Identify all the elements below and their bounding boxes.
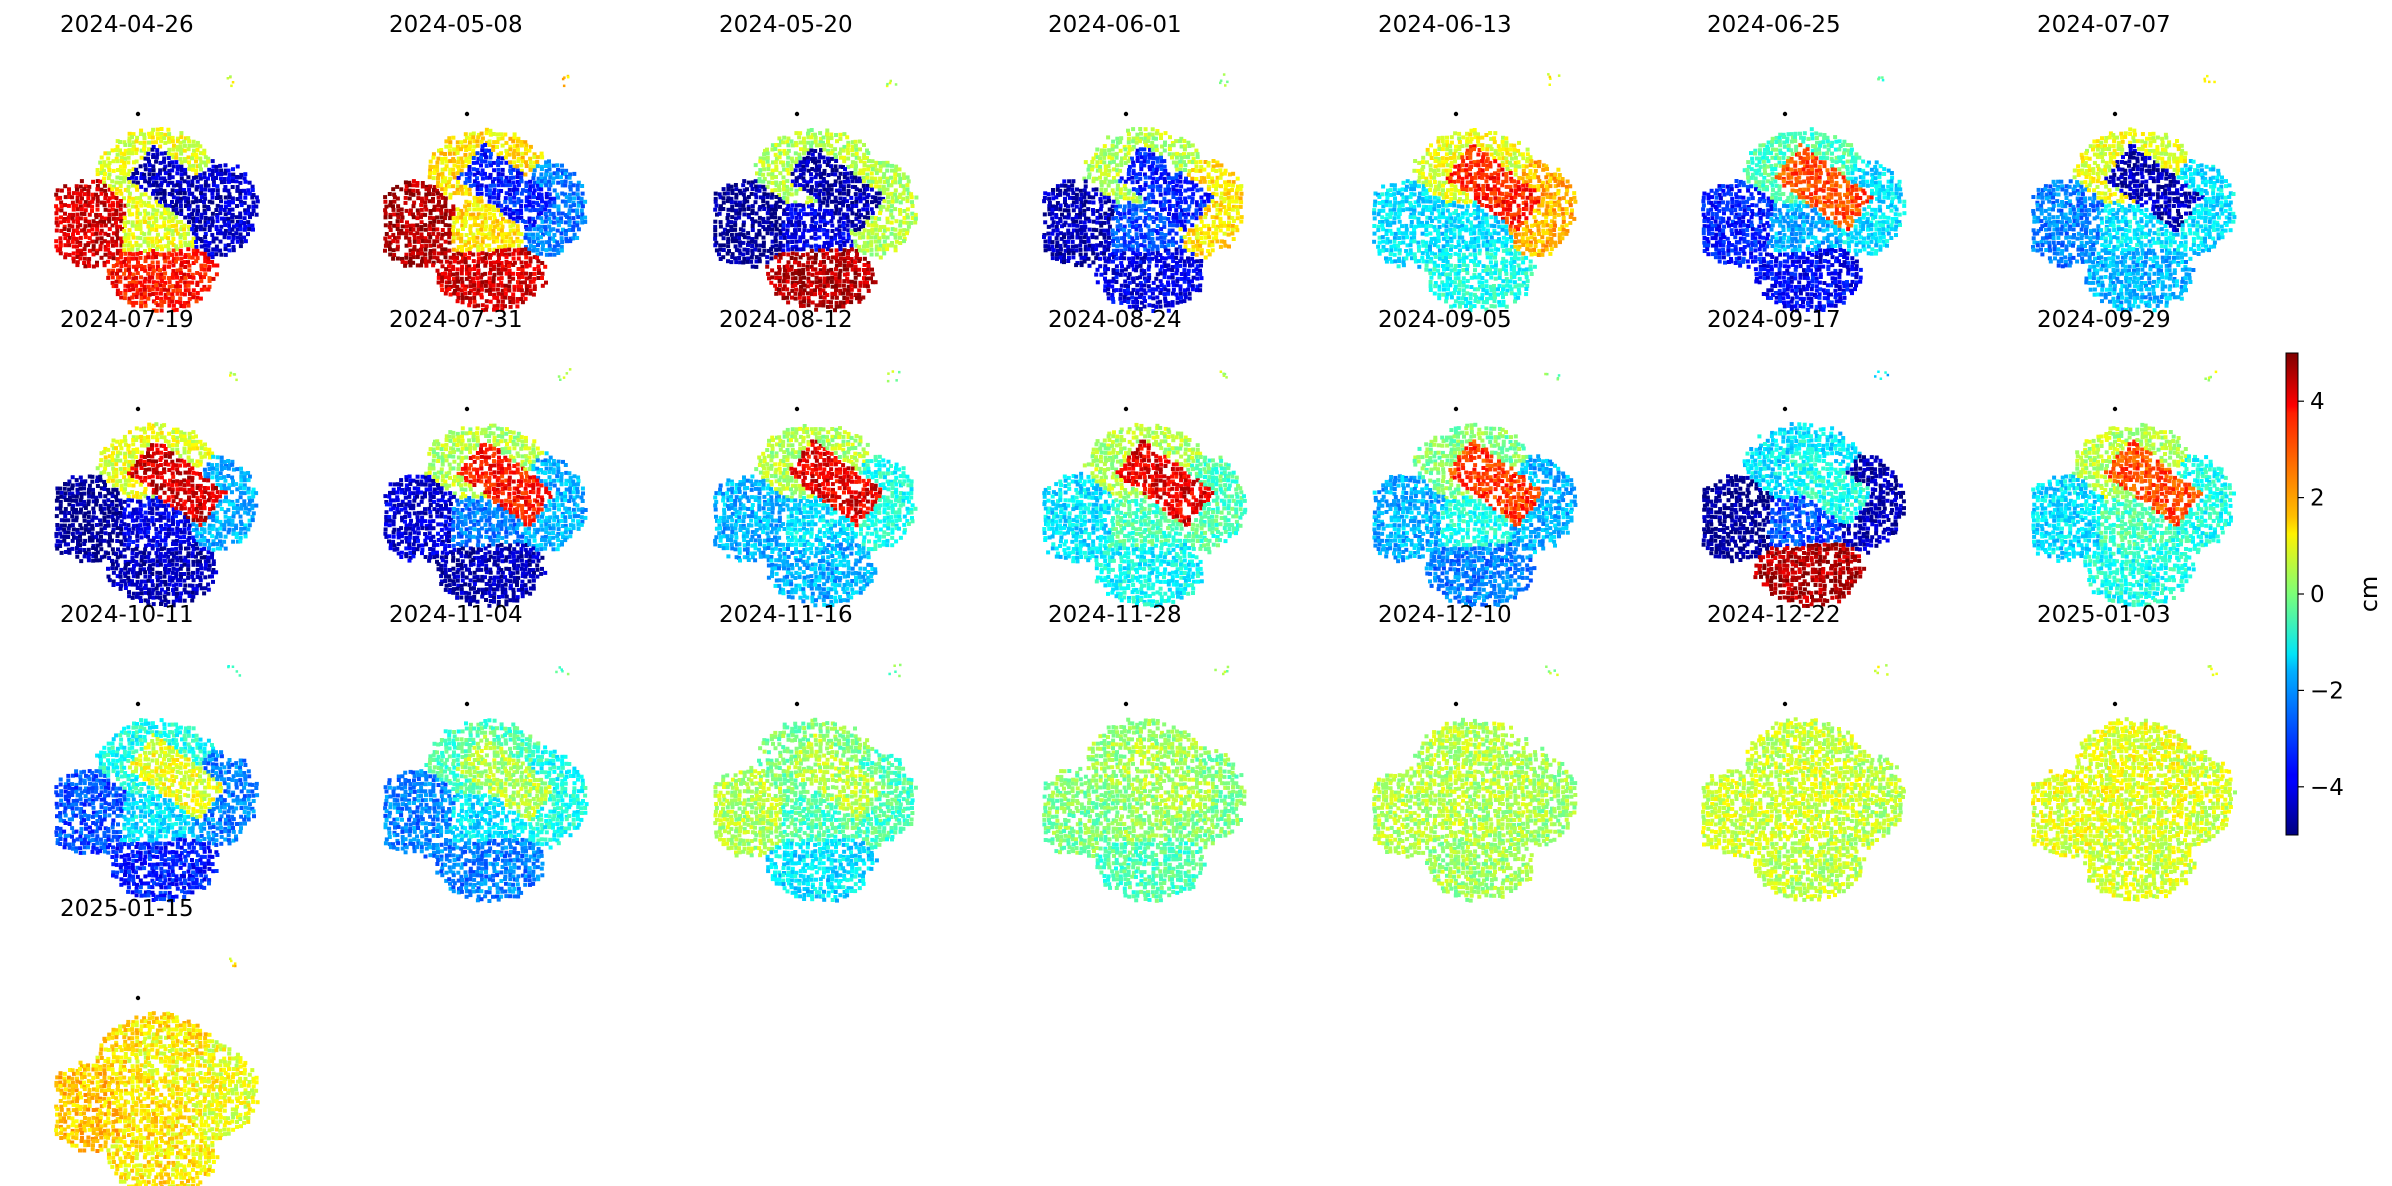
- displacement-map: [383, 368, 587, 608]
- panel-2024-07-07: 2024-07-07: [2031, 12, 2236, 312]
- displacement-map: [1701, 76, 1906, 312]
- colorbar-tick-label: −2: [2310, 678, 2344, 704]
- panel-2024-11-28: 2024-11-28: [1042, 602, 1246, 903]
- panel-2024-12-22: 2024-12-22: [1701, 602, 1906, 902]
- displacement-map: [2031, 75, 2236, 312]
- panel-2024-11-16: 2024-11-16: [713, 602, 918, 903]
- panel-2024-09-29: 2024-09-29: [2031, 307, 2236, 607]
- reference-point-marker: [136, 112, 140, 116]
- panel-title: 2024-09-29: [2037, 307, 2171, 333]
- panel-title: 2024-06-25: [1707, 12, 1841, 38]
- reference-point-marker: [1124, 702, 1128, 706]
- panel-title: 2024-04-26: [60, 12, 194, 38]
- panel-title: 2024-07-19: [60, 307, 194, 333]
- displacement-map: [1701, 664, 1906, 902]
- displacement-map: [54, 75, 260, 312]
- reference-point-marker: [465, 702, 469, 706]
- reference-point-marker: [795, 702, 799, 706]
- reference-point-marker: [1124, 112, 1128, 116]
- panel-2024-12-10: 2024-12-10: [1372, 602, 1577, 903]
- panel-2024-05-08: 2024-05-08: [383, 12, 587, 312]
- reference-point-marker: [2113, 702, 2117, 706]
- panel-2025-01-15: 2025-01-15: [54, 896, 260, 1186]
- displacement-map: [1702, 371, 1906, 609]
- colorbar-gradient: [2286, 353, 2298, 835]
- displacement-map: [54, 665, 259, 902]
- panel-title: 2025-01-03: [2037, 602, 2171, 628]
- panel-title: 2024-11-04: [389, 602, 523, 628]
- panel-2024-07-19: 2024-07-19: [54, 307, 258, 607]
- panel-title: 2024-07-07: [2037, 12, 2171, 38]
- panel-title: 2024-06-01: [1048, 12, 1182, 38]
- displacement-map: [1372, 373, 1577, 607]
- colorbar-tick-label: 2: [2310, 486, 2325, 512]
- panel-title: 2024-12-22: [1707, 602, 1841, 628]
- displacement-map: [2031, 371, 2236, 607]
- displacement-map: [383, 75, 587, 312]
- panel-2024-06-25: 2024-06-25: [1701, 12, 1906, 313]
- displacement-map: [54, 958, 260, 1186]
- panel-2024-05-20: 2024-05-20: [713, 12, 918, 312]
- panel-title: 2024-05-08: [389, 12, 523, 38]
- panel-2024-08-12: 2024-08-12: [713, 307, 917, 608]
- reference-point-marker: [1454, 407, 1458, 411]
- displacement-map: [54, 372, 258, 608]
- displacement-map: [713, 664, 918, 903]
- reference-point-marker: [795, 112, 799, 116]
- panel-2024-10-11: 2024-10-11: [54, 602, 259, 902]
- panel-2024-09-05: 2024-09-05: [1372, 307, 1577, 607]
- displacement-map: [383, 666, 588, 903]
- panel-2024-08-24: 2024-08-24: [1042, 307, 1247, 608]
- panel-title: 2024-12-10: [1378, 602, 1512, 628]
- reference-point-marker: [465, 407, 469, 411]
- colorbar-tick-label: −4: [2310, 775, 2344, 801]
- panel-2024-06-13: 2024-06-13: [1372, 12, 1577, 312]
- reference-point-marker: [1783, 702, 1787, 706]
- reference-point-marker: [1783, 407, 1787, 411]
- panels-grid: 2024-04-26 2024-05-08 2024-05-20 2024-06-01…: [54, 12, 2237, 1186]
- reference-point-marker: [136, 996, 140, 1000]
- reference-point-marker: [2113, 112, 2117, 116]
- displacement-map: [1372, 666, 1577, 903]
- panel-2024-11-04: 2024-11-04: [383, 602, 588, 903]
- reference-point-marker: [136, 407, 140, 411]
- reference-point-marker: [1454, 112, 1458, 116]
- panel-title: 2024-11-28: [1048, 602, 1182, 628]
- reference-point-marker: [1783, 112, 1787, 116]
- panel-title: 2025-01-15: [60, 896, 194, 922]
- panel-title: 2024-10-11: [60, 602, 194, 628]
- displacement-map: [713, 80, 918, 313]
- colorbar-label: cm: [2355, 576, 2383, 613]
- reference-point-marker: [1454, 702, 1458, 706]
- displacement-map: [1372, 73, 1577, 312]
- colorbar-ticks: −4 −2 0 2 4: [2298, 389, 2344, 801]
- panel-2025-01-03: 2025-01-03: [2031, 602, 2237, 902]
- panel-title: 2024-09-17: [1707, 307, 1841, 333]
- reference-point-marker: [136, 702, 140, 706]
- colorbar: −4 −2 0 2 4 cm: [2286, 353, 2383, 835]
- panel-title: 2024-09-05: [1378, 307, 1512, 333]
- panel-title: 2024-08-24: [1048, 307, 1182, 333]
- colorbar-tick-label: 0: [2310, 582, 2325, 608]
- displacement-map: [713, 370, 917, 608]
- panel-2024-07-31: 2024-07-31: [383, 307, 587, 608]
- displacement-map: [2031, 665, 2237, 902]
- reference-point-marker: [2113, 407, 2117, 411]
- panel-2024-04-26: 2024-04-26: [54, 12, 260, 313]
- reference-point-marker: [1124, 407, 1128, 411]
- panel-2024-09-17: 2024-09-17: [1702, 307, 1906, 608]
- reference-point-marker: [465, 112, 469, 116]
- panel-title: 2024-11-16: [719, 602, 853, 628]
- panel-title: 2024-08-12: [719, 307, 853, 333]
- reference-point-marker: [795, 407, 799, 411]
- colorbar-tick-label: 4: [2310, 389, 2325, 415]
- displacement-map: [1042, 73, 1244, 313]
- panel-title: 2024-07-31: [389, 307, 523, 333]
- displacement-map: [1042, 666, 1246, 903]
- panel-title: 2024-06-13: [1378, 12, 1512, 38]
- displacement-map: [1042, 371, 1247, 608]
- panel-title: 2024-05-20: [719, 12, 853, 38]
- panel-2024-06-01: 2024-06-01: [1042, 12, 1244, 313]
